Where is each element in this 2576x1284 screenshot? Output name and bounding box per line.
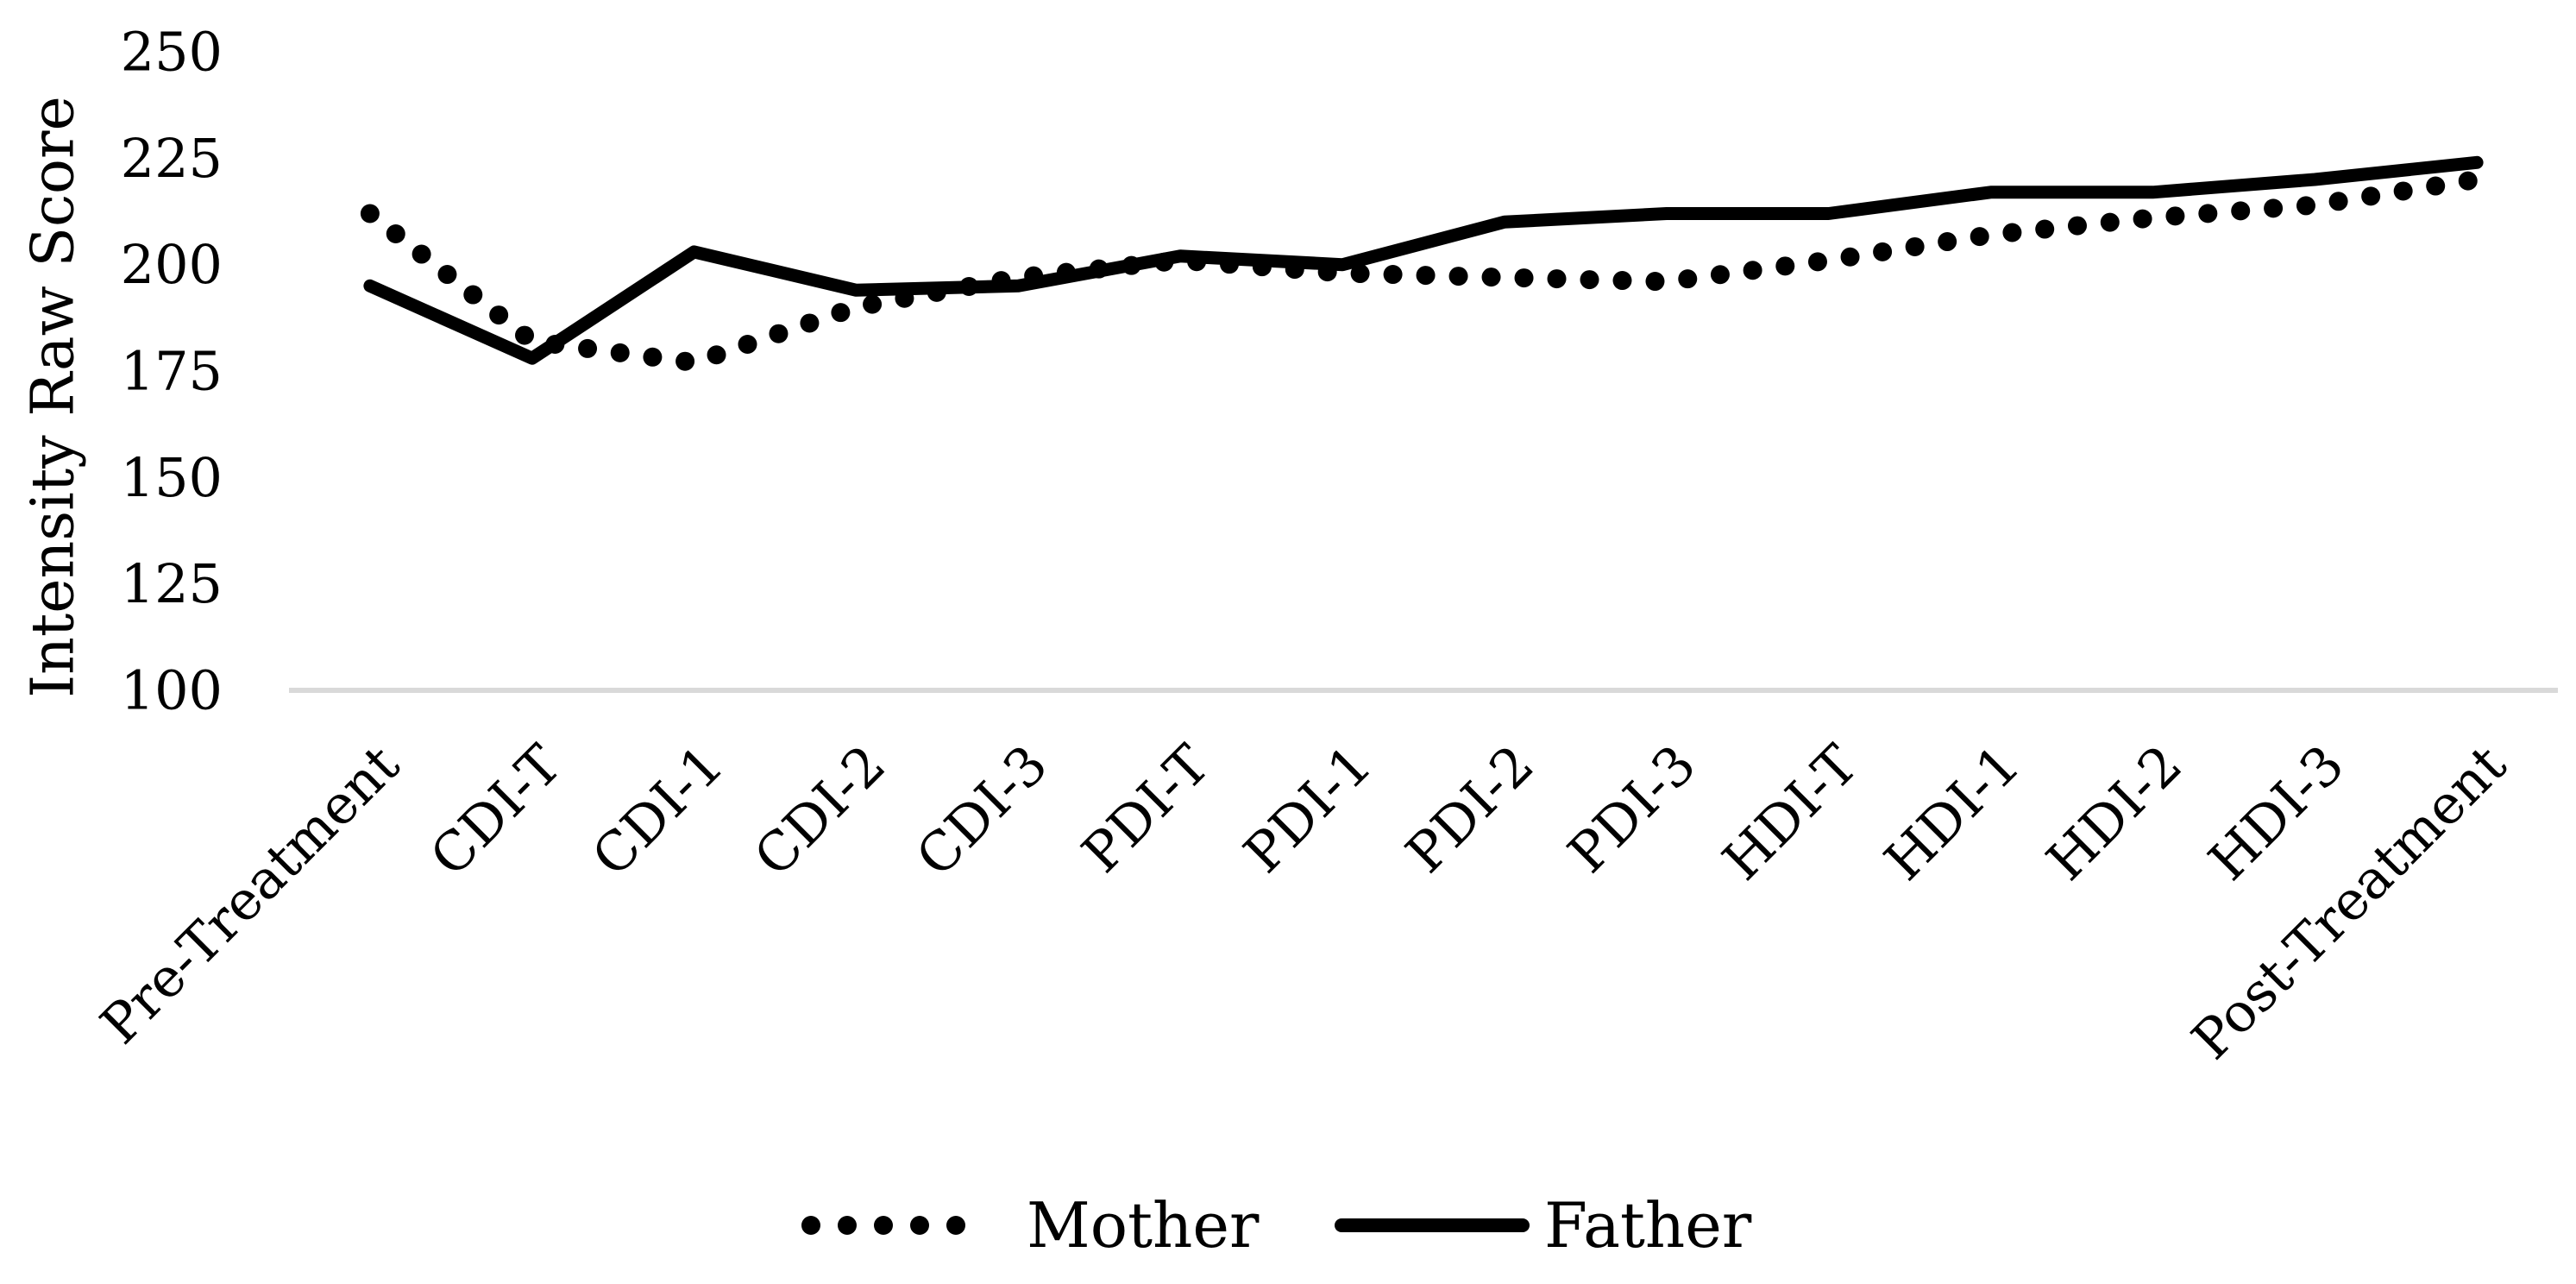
y-tick-label: 200 (121, 233, 223, 296)
series-line-father (363, 155, 2484, 365)
x-tick-label: HDI-T (1711, 733, 1870, 892)
x-tick-label: Pre-Treatment (88, 733, 412, 1056)
x-axis: Pre-Treatment CDI-T CDI-1 CDI-2 CDI-3 PDI-T PD… (88, 733, 2518, 1071)
x-tick-label: CDI-2 (742, 733, 897, 888)
x-tick-label: CDI-3 (904, 733, 1059, 888)
series-layer (360, 155, 2487, 373)
x-tick-label: PDI-3 (1555, 733, 1707, 884)
x-tick-label: HDI-2 (2034, 733, 2194, 892)
y-tick-label: 175 (121, 340, 223, 403)
legend-label-father: Father (1544, 1189, 1752, 1262)
y-tick-label: 100 (121, 659, 223, 722)
x-tick-label: PDI-2 (1393, 733, 1545, 884)
x-tick-label: HDI-3 (2196, 733, 2356, 892)
x-tick-label: HDI-1 (1872, 733, 2032, 892)
y-tick-label: 125 (121, 552, 223, 615)
series-line-mother (360, 170, 2487, 373)
y-tick-label: 225 (121, 127, 223, 190)
y-axis: 100 125 150 175 200 225 250 (121, 21, 223, 722)
y-tick-label: 250 (121, 21, 223, 84)
x-tick-label: CDI-1 (580, 733, 735, 888)
legend: Mother Father (801, 1189, 1752, 1262)
x-tick-label: PDI-T (1070, 733, 1222, 884)
y-axis-label: Intensity Raw Score (20, 96, 88, 698)
x-tick-label: PDI-1 (1232, 733, 1384, 884)
y-tick-label: 150 (121, 446, 223, 509)
x-tick-label: CDI-T (418, 733, 573, 888)
legend-label-mother: Mother (1027, 1189, 1260, 1262)
